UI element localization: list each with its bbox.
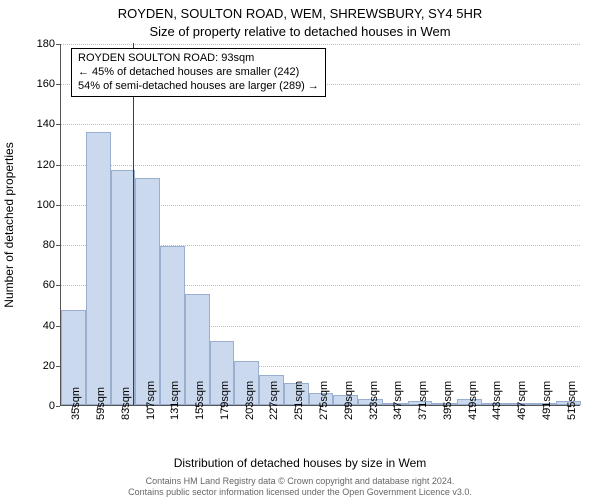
y-tick-mark bbox=[56, 165, 60, 166]
annotation-line: ROYDEN SOULTON ROAD: 93sqm bbox=[78, 52, 319, 66]
histogram-bar bbox=[111, 170, 136, 405]
y-tick-mark bbox=[56, 366, 60, 367]
y-tick-label: 120 bbox=[15, 159, 55, 171]
y-tick-label: 80 bbox=[15, 239, 55, 251]
y-tick-label: 100 bbox=[15, 199, 55, 211]
annotation-line: ← 45% of detached houses are smaller (24… bbox=[78, 66, 319, 80]
y-tick-label: 40 bbox=[15, 320, 55, 332]
gridline bbox=[61, 165, 580, 166]
y-tick-label: 20 bbox=[15, 360, 55, 372]
y-tick-label: 180 bbox=[15, 38, 55, 50]
y-tick-mark bbox=[56, 326, 60, 327]
chart-title-sub: Size of property relative to detached ho… bbox=[0, 24, 600, 39]
x-axis-label: Distribution of detached houses by size … bbox=[0, 456, 600, 470]
annotation-line: 54% of semi-detached houses are larger (… bbox=[78, 80, 319, 94]
y-tick-mark bbox=[56, 285, 60, 286]
footer-line-1: Contains HM Land Registry data © Crown c… bbox=[0, 476, 600, 487]
y-tick-mark bbox=[56, 205, 60, 206]
y-tick-label: 160 bbox=[15, 78, 55, 90]
gridline bbox=[61, 44, 580, 45]
y-tick-mark bbox=[56, 44, 60, 45]
y-tick-mark bbox=[56, 245, 60, 246]
gridline bbox=[61, 124, 580, 125]
y-tick-mark bbox=[56, 124, 60, 125]
chart-footer: Contains HM Land Registry data © Crown c… bbox=[0, 476, 600, 498]
plot-area: ROYDEN SOULTON ROAD: 93sqm← 45% of detac… bbox=[60, 44, 580, 406]
y-axis-label: Number of detached properties bbox=[2, 142, 16, 307]
y-tick-label: 60 bbox=[15, 279, 55, 291]
reference-line bbox=[133, 43, 134, 405]
chart-title-main: ROYDEN, SOULTON ROAD, WEM, SHREWSBURY, S… bbox=[0, 6, 600, 21]
annotation-box: ROYDEN SOULTON ROAD: 93sqm← 45% of detac… bbox=[71, 48, 326, 97]
y-tick-mark bbox=[56, 84, 60, 85]
histogram-chart: ROYDEN, SOULTON ROAD, WEM, SHREWSBURY, S… bbox=[0, 0, 600, 500]
y-tick-label: 0 bbox=[15, 400, 55, 412]
histogram-bar bbox=[86, 132, 111, 406]
y-tick-mark bbox=[56, 406, 60, 407]
footer-line-2: Contains public sector information licen… bbox=[0, 487, 600, 498]
histogram-bar bbox=[135, 178, 160, 405]
y-tick-label: 140 bbox=[15, 118, 55, 130]
